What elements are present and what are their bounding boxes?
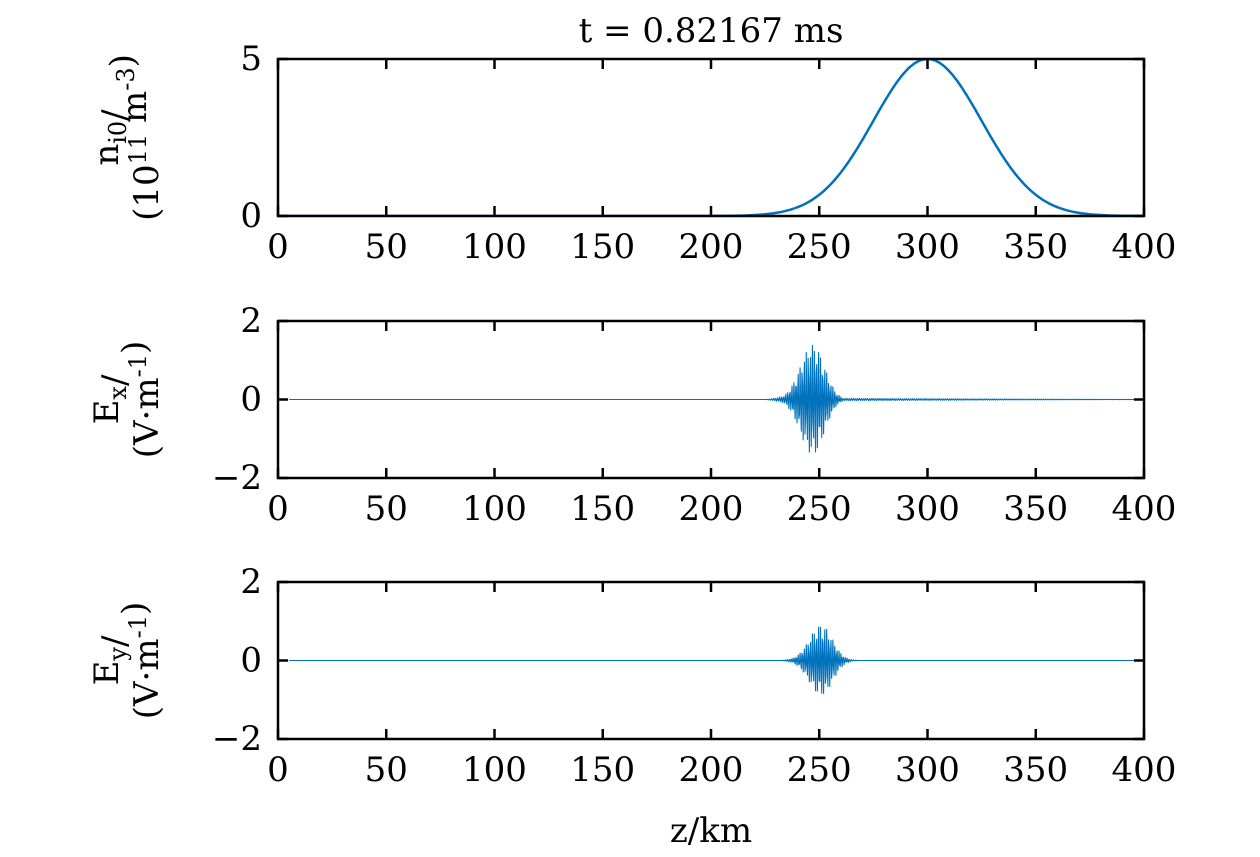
x-tick-label: 300 [895,489,960,529]
y-tick-label: −2 [212,458,262,498]
figure-title: t = 0.82167 ms [579,11,844,51]
x-tick-label: 350 [1003,750,1068,790]
y-axis-title: Ex/(V·m-1) [87,341,167,459]
y-axis-title: ni0/(1011 m-3) [87,54,167,221]
series-line [278,59,1144,216]
y-tick-label: 0 [240,380,262,420]
y-tick-label: 2 [240,301,262,341]
x-tick-label: 400 [1112,750,1177,790]
axes-frame [276,57,1146,218]
y-tick-label: 0 [240,196,262,236]
svg-text:Ex/: Ex/ [87,374,135,424]
x-tick-label: 0 [267,750,289,790]
x-tick-label: 0 [267,489,289,529]
x-tick-label: 400 [1112,489,1177,529]
x-tick-label: 100 [462,750,527,790]
y-tick-label: 5 [240,39,262,79]
svg-text:Ey/: Ey/ [87,635,135,685]
svg-text:(V·m-1): (V·m-1) [115,341,167,459]
x-tick-label: 250 [787,489,852,529]
x-tick-label: 200 [679,227,744,267]
y-axis-title: Ey/(V·m-1) [87,602,167,720]
x-axis-title: z/km [670,811,752,851]
x-tick-label: 0 [267,227,289,267]
y-tick-label: 2 [240,562,262,602]
x-tick-label: 50 [365,227,408,267]
series-line [289,626,1144,695]
x-tick-label: 200 [679,750,744,790]
panel-1: 0 50 100 150 200 250 300 350 400 0 5 ni0/(1011 m-3) [87,39,1176,267]
x-tick-label: 350 [1003,227,1068,267]
svg-text:(1011 m-3): (1011 m-3) [103,54,167,221]
x-tick-label: 50 [365,489,408,529]
x-tick-label: 50 [365,750,408,790]
series-line [289,344,1144,453]
svg-text:(V·m-1): (V·m-1) [115,602,167,720]
x-tick-label: 100 [462,227,527,267]
x-tick-label: 250 [787,227,852,267]
x-tick-label: 200 [679,489,744,529]
svg-text:ni0/: ni0/ [87,109,135,166]
x-tick-label: 250 [787,750,852,790]
x-tick-label: 100 [462,489,527,529]
x-tick-label: 150 [570,750,635,790]
x-tick-label: 150 [570,227,635,267]
x-tick-label: 350 [1003,489,1068,529]
x-tick-label: 150 [570,489,635,529]
x-tick-label: 300 [895,750,960,790]
x-tick-label: 300 [895,227,960,267]
x-tick-label: 400 [1112,227,1177,267]
y-tick-label: −2 [212,719,262,759]
y-tick-label: 0 [240,641,262,681]
